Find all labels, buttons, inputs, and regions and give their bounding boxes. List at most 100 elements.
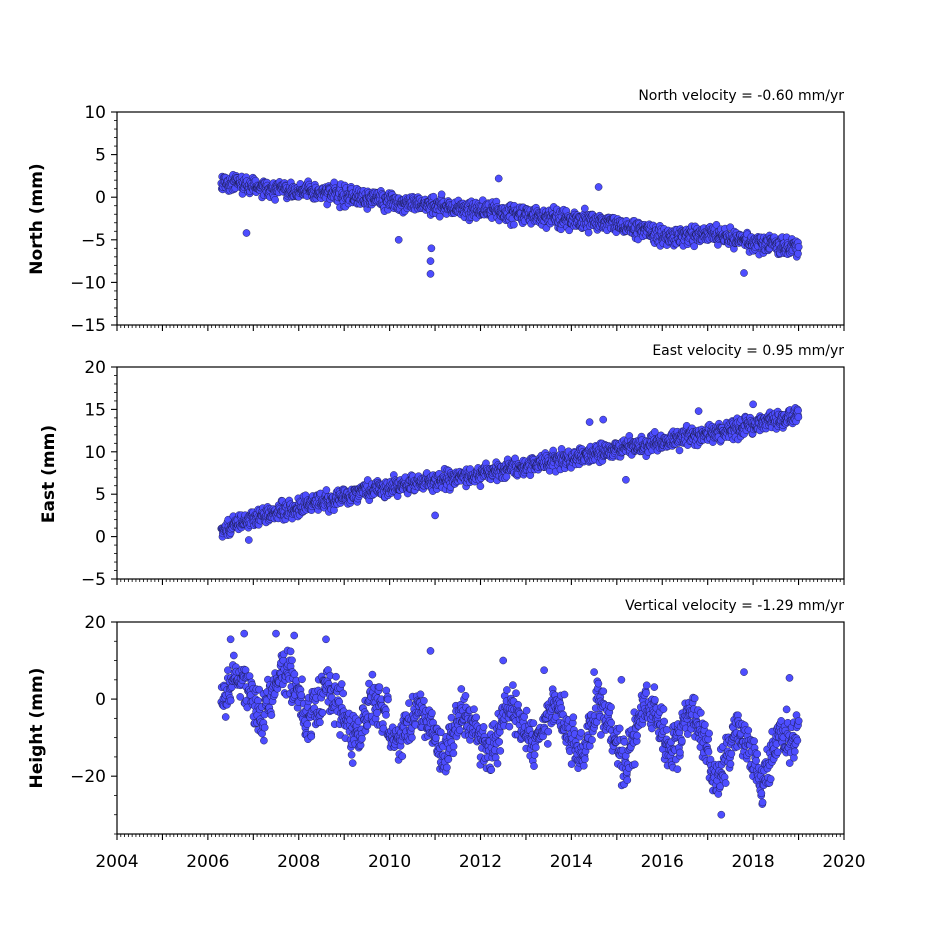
outlier-point (594, 183, 603, 191)
data-point (408, 733, 416, 742)
data-point (503, 686, 511, 694)
data-point (675, 446, 684, 455)
data-point (544, 727, 553, 736)
data-point (690, 242, 699, 251)
data-point (470, 705, 478, 714)
data-point (286, 647, 295, 656)
data-point (290, 670, 299, 679)
data-point (260, 723, 269, 732)
data-point (705, 729, 713, 738)
y-tick-label: 0 (95, 188, 106, 208)
y-tick-label: 10 (84, 443, 106, 463)
data-point (607, 719, 616, 727)
north-panel-title: North velocity = -0.60 mm/yr (638, 88, 844, 104)
data-point (651, 696, 659, 704)
outlier-point (427, 244, 436, 253)
outlier-point (272, 629, 280, 638)
data-point (650, 683, 659, 691)
east-panel: East velocity = 0.95 mm/yr East (mm) 20 1… (39, 343, 845, 590)
outlier-point (540, 666, 548, 675)
data-point (429, 192, 438, 201)
data-point (236, 693, 245, 701)
data-point (384, 695, 392, 704)
data-point (420, 696, 428, 705)
outlier-point (426, 257, 435, 265)
data-point (757, 789, 766, 798)
data-point (588, 736, 596, 744)
y-tick-label: −15 (70, 316, 106, 336)
data-point (793, 736, 802, 745)
height-panel: Vertical velocity = -1.29 mm/yr Height (… (27, 598, 866, 872)
data-point (579, 761, 588, 770)
data-point (226, 696, 235, 705)
data-point (495, 737, 504, 746)
data-point (607, 703, 615, 711)
data-point (510, 220, 518, 229)
data-point (428, 709, 436, 717)
outlier-point (617, 675, 626, 684)
data-point (660, 717, 669, 726)
data-point (221, 713, 230, 721)
data-point (560, 690, 569, 699)
data-point (758, 798, 767, 807)
data-point (358, 734, 366, 743)
data-point (322, 486, 331, 494)
outlier-point (717, 810, 726, 819)
y-tick-label: −10 (70, 273, 106, 293)
outlier-point (431, 511, 439, 520)
y-tick-label: 10 (84, 103, 106, 123)
data-point (303, 720, 312, 729)
outlier-point (785, 674, 794, 682)
y-tick-label: 5 (95, 146, 106, 166)
outlier-point (585, 418, 594, 426)
data-point (794, 717, 803, 725)
data-point (615, 724, 624, 733)
data-point (594, 679, 603, 688)
data-point (530, 751, 539, 759)
data-point (382, 686, 391, 695)
data-point (633, 731, 641, 740)
data-point (577, 728, 585, 737)
data-point (318, 708, 327, 717)
data-point (514, 700, 522, 709)
data-point (580, 204, 589, 213)
data-point (332, 672, 340, 681)
data-point (509, 681, 517, 689)
y-tick-label: −5 (81, 231, 106, 251)
data-point (690, 694, 699, 703)
data-point (726, 760, 735, 768)
outlier-point (244, 536, 253, 544)
data-point (297, 691, 306, 700)
outlier-point (426, 270, 435, 278)
data-point (472, 713, 481, 722)
y-tick-label: −20 (70, 767, 106, 787)
data-point (449, 742, 458, 751)
outlier-point (394, 235, 403, 244)
data-point (437, 190, 446, 199)
y-tick-label: 5 (95, 485, 106, 505)
data-point (701, 720, 709, 729)
east-data-points (217, 400, 803, 544)
data-point (543, 740, 552, 748)
data-point (659, 705, 668, 713)
data-point (704, 748, 713, 756)
outlier-point (599, 415, 608, 424)
data-point (487, 765, 496, 774)
data-point (432, 734, 440, 742)
north-y-axis-label: North (mm) (27, 163, 47, 274)
data-point (512, 689, 520, 698)
data-point (382, 711, 390, 719)
east-panel-title: East velocity = 0.95 mm/yr (652, 343, 844, 359)
data-point (673, 765, 682, 774)
data-point (721, 779, 730, 787)
outlier-point (240, 629, 249, 638)
data-point (678, 737, 686, 745)
data-point (405, 699, 413, 707)
data-point (348, 759, 357, 767)
data-point (794, 243, 803, 251)
data-point (569, 713, 578, 722)
y-tick-label: 0 (95, 690, 106, 710)
data-point (696, 708, 705, 717)
outlier-point (290, 631, 299, 640)
y-tick-label: 20 (84, 358, 106, 378)
